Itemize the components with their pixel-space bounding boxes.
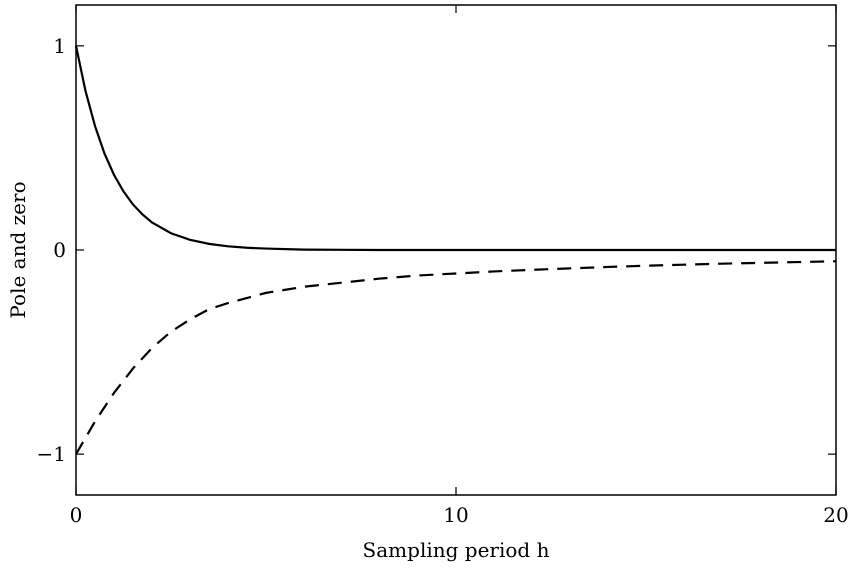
series-line-1-solid: [74, 45, 836, 252]
ticks-layer: 0 10 20 −1 0 1: [37, 5, 849, 527]
series-layer: [74, 45, 837, 455]
series-line-2-dashed: [75, 260, 837, 455]
x-tick-label-20: 20: [823, 503, 848, 527]
x-tick-label-0: 0: [70, 503, 83, 527]
y-tick-label--1: −1: [37, 442, 66, 466]
x-tick-label-10: 10: [443, 503, 468, 527]
y-tick-label-1: 1: [53, 34, 66, 58]
plot-area: 0 10 20 −1 0 1: [37, 4, 849, 527]
y-tick-label-0: 0: [53, 238, 66, 262]
x-axis-title: Sampling period h: [363, 538, 550, 562]
y-axis-title: Pole and zero: [6, 181, 30, 318]
